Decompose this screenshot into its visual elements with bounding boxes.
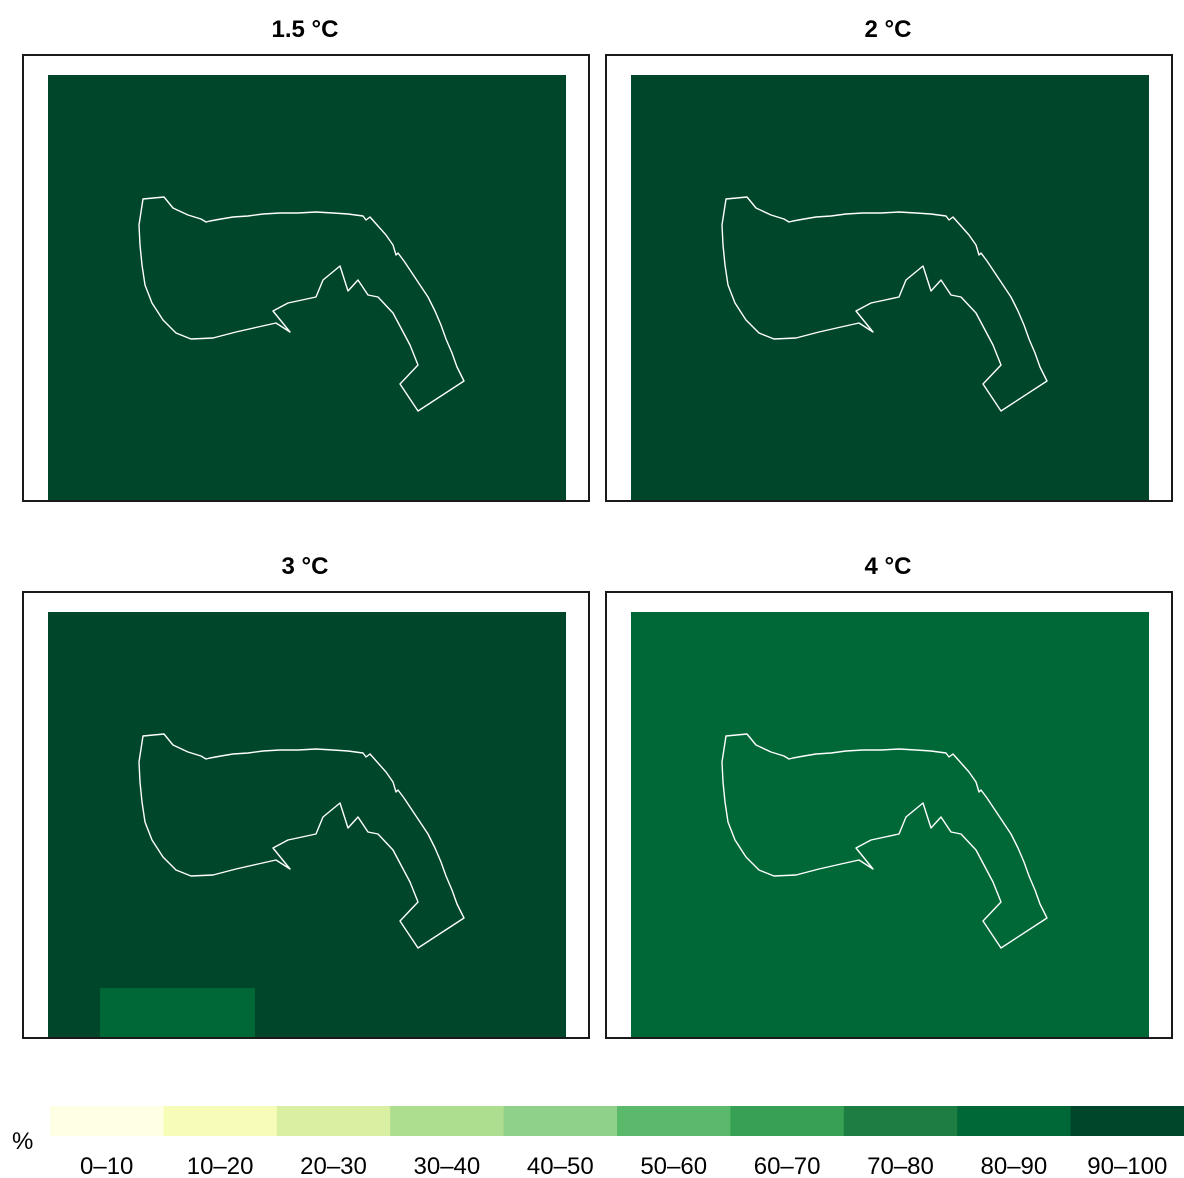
map-cell-background xyxy=(631,75,1149,500)
legend-swatch xyxy=(163,1106,278,1136)
legend-label: 20–30 xyxy=(300,1153,367,1178)
map-svg-1 xyxy=(48,75,566,500)
legend-label: 0–10 xyxy=(80,1153,133,1178)
region-outline xyxy=(721,733,1048,949)
legend-label: 50–60 xyxy=(640,1153,707,1178)
region-outline xyxy=(138,733,465,949)
panel-title-4: 4 °C xyxy=(864,553,912,580)
legend-label: 10–20 xyxy=(187,1153,254,1178)
legend-swatch xyxy=(957,1106,1072,1136)
legend-swatch xyxy=(617,1106,731,1136)
legend-label: 80–90 xyxy=(981,1153,1048,1178)
map-cell-background xyxy=(631,612,1149,1037)
panel-title-1: 1.5 °C xyxy=(271,16,339,43)
legend-swatch xyxy=(503,1106,618,1136)
map-svg-2 xyxy=(631,75,1149,500)
map-cell-background xyxy=(48,75,566,500)
panel-title-2: 2 °C xyxy=(864,16,912,43)
region-outline xyxy=(721,196,1048,412)
map-svg-3 xyxy=(48,612,566,1037)
map-panel-3 xyxy=(22,591,590,1039)
legend-swatch xyxy=(843,1106,958,1136)
legend-colorbar: 0–10 10–20 20–30 30–40 40–50 50–60 60–70 70–80 8… xyxy=(50,1106,1184,1178)
map-panel-2 xyxy=(605,54,1173,502)
map-panel-4 xyxy=(605,591,1173,1039)
legend-swatch xyxy=(276,1106,391,1136)
legend-label: 70–80 xyxy=(867,1153,934,1178)
legend-unit: % xyxy=(12,1128,34,1155)
legend-swatch xyxy=(390,1106,505,1136)
map-cell-patch xyxy=(100,988,255,1037)
legend-swatch xyxy=(50,1106,164,1136)
map-cell-background xyxy=(48,612,566,1037)
panel-title-3: 3 °C xyxy=(281,553,329,580)
legend-label: 30–40 xyxy=(414,1153,481,1178)
region-outline xyxy=(138,196,465,412)
map-panel-1 xyxy=(22,54,590,502)
legend-label: 40–50 xyxy=(527,1153,594,1178)
map-svg-4 xyxy=(631,612,1149,1037)
legend-swatch xyxy=(730,1106,845,1136)
legend-label: 60–70 xyxy=(754,1153,821,1178)
legend-label: 90–100 xyxy=(1087,1153,1167,1178)
legend-swatch xyxy=(1070,1106,1184,1136)
